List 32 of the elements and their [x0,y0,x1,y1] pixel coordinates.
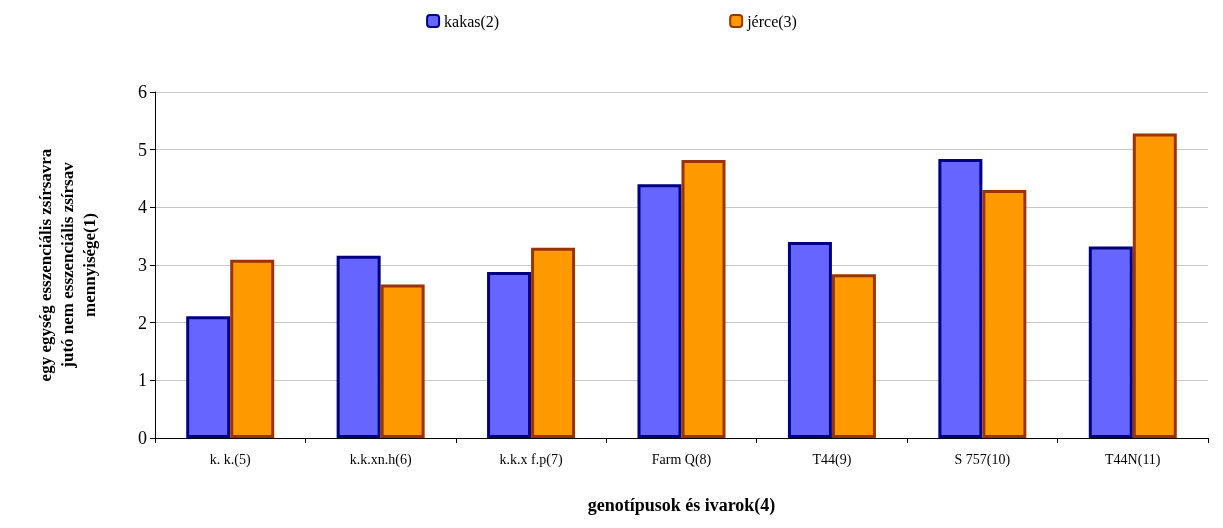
legend-label: jérce(3) [746,12,797,31]
bar [380,284,425,438]
bar [1088,246,1133,438]
legend-label: kakas(2) [444,12,500,31]
bar [336,255,381,438]
y-tick-label: 3 [138,255,147,275]
y-tick-label: 1 [138,370,147,391]
bar [938,158,983,438]
bar [982,190,1027,438]
bar [681,160,726,438]
x-tick-label: T44(9) [812,451,852,468]
x-tick-label: T44N(11) [1105,451,1161,468]
bar [487,271,532,438]
x-tick-label: k.k.x f.p(7) [499,451,563,468]
bar [831,274,876,438]
bar [1132,133,1177,438]
y-axis-title: egy egység esszenciális zsírsavra jutó nem esszenciális zsírsav mennyisége(1) [35,148,99,382]
x-axis-title: genotípusok és ivarok(4) [587,495,776,516]
x-tick-label: S 757(10) [954,451,1011,468]
y-tick-label: 0 [138,428,147,448]
bar [787,241,832,438]
bar [531,247,576,438]
y-tick-label: 2 [138,312,147,333]
bar [230,259,275,438]
x-tick-label: k. k.(5) [209,451,251,468]
x-tick-label: Farm Q(8) [651,451,712,468]
bar [637,184,682,438]
y-tick-label: 4 [138,197,147,218]
bar [186,316,231,438]
y-tick-label: 6 [138,82,147,102]
x-tick-label: k.k.xn.h(6) [349,451,412,468]
y-tick-label: 5 [138,139,147,160]
